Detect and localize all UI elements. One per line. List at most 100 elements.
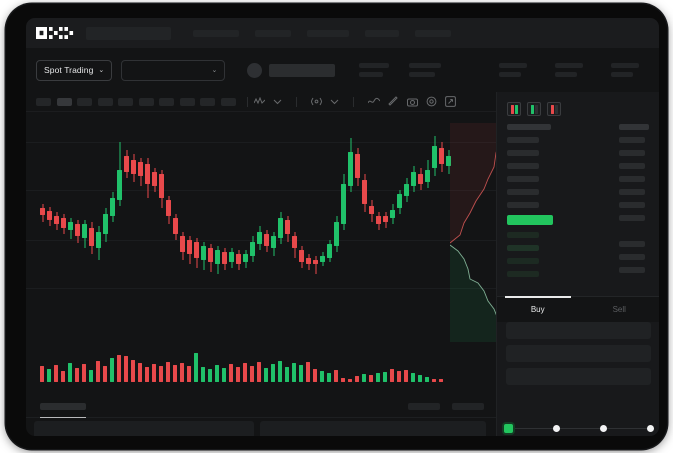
volume-bar	[117, 355, 121, 382]
candle	[54, 112, 59, 342]
timeframe-1[interactable]	[36, 97, 51, 106]
bottom-action-2[interactable]	[452, 403, 484, 410]
orderbook-bids-icon[interactable]	[527, 102, 541, 116]
order-field-2[interactable]	[506, 345, 651, 362]
ask-row[interactable]	[507, 137, 539, 143]
ask-row[interactable]	[507, 176, 539, 182]
timeframe-8[interactable]	[179, 97, 195, 106]
volume-bar	[334, 370, 338, 382]
ask-size	[619, 202, 645, 208]
ask-row[interactable]	[507, 202, 539, 208]
timeframe-7[interactable]	[159, 97, 174, 106]
tab-buy[interactable]: Buy	[497, 296, 579, 322]
candle	[229, 112, 234, 342]
chevron-down-icon: ⌄	[98, 66, 105, 74]
timeframe-10[interactable]	[220, 97, 236, 106]
okx-logo[interactable]	[36, 27, 76, 39]
volume-bar	[194, 353, 198, 382]
timeframe-2[interactable]	[56, 97, 72, 106]
volume-bar	[285, 367, 289, 382]
bid-row[interactable]	[507, 271, 539, 277]
chevron-down-icon-1[interactable]	[273, 97, 282, 106]
bid-row[interactable]	[507, 245, 539, 251]
candle	[201, 112, 206, 342]
candle	[278, 112, 283, 342]
order-field-1[interactable]	[506, 322, 651, 339]
candle	[299, 112, 304, 342]
step-4[interactable]	[647, 424, 654, 432]
settings-gear-icon[interactable]	[426, 96, 437, 107]
timeframe-3[interactable]	[77, 97, 92, 106]
orderbook-rows[interactable]	[497, 124, 659, 304]
orders-tab-bar	[26, 396, 496, 418]
nav-item-3[interactable]	[307, 29, 349, 37]
candle	[215, 112, 220, 342]
step-1[interactable]	[504, 423, 513, 433]
timeframe-6[interactable]	[138, 97, 154, 106]
timeframe-5[interactable]	[118, 97, 133, 106]
spot-trading-label: Spot Trading	[44, 65, 94, 75]
chevron-down-icon-2[interactable]	[330, 97, 339, 106]
camera-icon[interactable]	[407, 97, 418, 107]
line-chart-icon[interactable]	[368, 97, 380, 106]
candle	[369, 112, 374, 342]
candle	[236, 112, 241, 342]
orders-panel-right	[260, 421, 486, 436]
tablet-device-frame: Spot Trading ⌄ ⌄	[6, 4, 667, 449]
candle	[313, 112, 318, 342]
ask-row[interactable]	[507, 163, 539, 169]
candle	[362, 112, 367, 342]
volume-bar	[264, 368, 268, 382]
tab-open-orders-label	[40, 403, 86, 410]
nav-item-4[interactable]	[365, 29, 399, 37]
bid-row[interactable]	[507, 258, 539, 264]
candle	[131, 112, 136, 342]
volume-bar	[145, 367, 149, 382]
bottom-action-1[interactable]	[408, 403, 440, 410]
volume-bar	[271, 364, 275, 382]
candle	[264, 112, 269, 342]
indicators-icon[interactable]	[254, 97, 265, 106]
timeframe-9[interactable]	[200, 97, 215, 106]
candle	[320, 112, 325, 342]
ask-size	[619, 215, 645, 221]
nav-item-2[interactable]	[255, 29, 291, 37]
drawing-tool-icon[interactable]	[388, 96, 399, 107]
timeframe-4[interactable]	[97, 97, 113, 106]
nav-item-5[interactable]	[415, 29, 451, 37]
current-price-highlight[interactable]	[507, 215, 553, 225]
candle	[348, 112, 353, 342]
toolbar-divider-3	[353, 96, 354, 107]
bid-row[interactable]	[507, 232, 539, 238]
volume-bar	[159, 366, 163, 382]
step-3[interactable]	[600, 424, 607, 432]
orderbook-asks-icon[interactable]	[547, 102, 561, 116]
volume-bar	[82, 364, 86, 382]
candle	[159, 112, 164, 342]
tab-sell[interactable]: Sell	[579, 297, 660, 322]
header-search-field[interactable]	[86, 26, 171, 40]
candle	[383, 112, 388, 342]
spot-trading-dropdown[interactable]: Spot Trading ⌄	[36, 59, 113, 81]
candle	[257, 112, 262, 342]
stepper-track	[512, 428, 654, 429]
volume-bar	[47, 369, 51, 382]
orderbook-price-column	[507, 124, 553, 284]
tab-open-orders[interactable]	[40, 403, 86, 418]
stat-24h-low	[555, 63, 584, 77]
orderbook-both-icon[interactable]	[507, 102, 521, 116]
order-field-3[interactable]	[506, 368, 651, 385]
price-chart[interactable]	[26, 112, 496, 342]
nav-item-1[interactable]	[193, 29, 239, 37]
compare-icon[interactable]	[311, 97, 322, 106]
chart-gridline	[26, 288, 496, 289]
pair-summary	[247, 62, 336, 78]
ask-row[interactable]	[507, 189, 539, 195]
candle	[75, 112, 80, 342]
fullscreen-icon[interactable]	[445, 96, 456, 107]
trading-pair-select[interactable]: ⌄	[121, 59, 226, 81]
step-2[interactable]	[553, 424, 560, 432]
candle	[285, 112, 290, 342]
toolbar-divider	[247, 96, 248, 107]
ask-row[interactable]	[507, 150, 539, 156]
